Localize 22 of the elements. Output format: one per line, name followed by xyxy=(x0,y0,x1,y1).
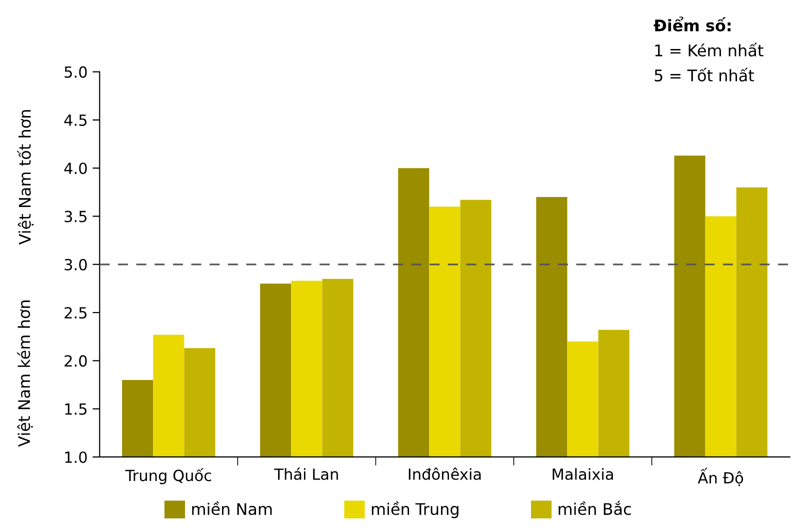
y-tick-label: 1.0 xyxy=(65,451,87,464)
x-tick-label: Thái Lan xyxy=(274,467,338,480)
x-tick-label: Trung Quốc xyxy=(125,468,212,484)
y-tick-label: 1.5 xyxy=(65,404,86,415)
x-tick-label: Inđônêxia xyxy=(408,467,481,480)
text: 1 = Kém nhất xyxy=(655,42,764,56)
y-tick-label: 3.0 xyxy=(64,258,87,270)
y-tick-label: 4.0 xyxy=(64,162,87,174)
x-tick-label: Ấn Độ xyxy=(698,468,744,486)
text: Việt Nam tốt hơn xyxy=(17,110,34,245)
legend-label: miền Bắc xyxy=(558,500,631,516)
text: Việt Nam kém hơn xyxy=(17,300,33,447)
y-tick-label: 2.5 xyxy=(64,307,86,319)
y-tick-label: 2.0 xyxy=(64,355,87,367)
y-tick-label: 5.0 xyxy=(64,66,87,78)
x-tick-label: Malaixia xyxy=(552,468,613,480)
legend-label: miền Nam xyxy=(192,501,272,516)
y-tick-label: 4.5 xyxy=(64,114,86,126)
legend-label: miền Trung xyxy=(372,501,458,518)
y-tick-label: 3.5 xyxy=(64,210,86,222)
annotation: 5 = Tốt nhất xyxy=(654,68,754,82)
text: Điểm số: xyxy=(654,16,731,32)
